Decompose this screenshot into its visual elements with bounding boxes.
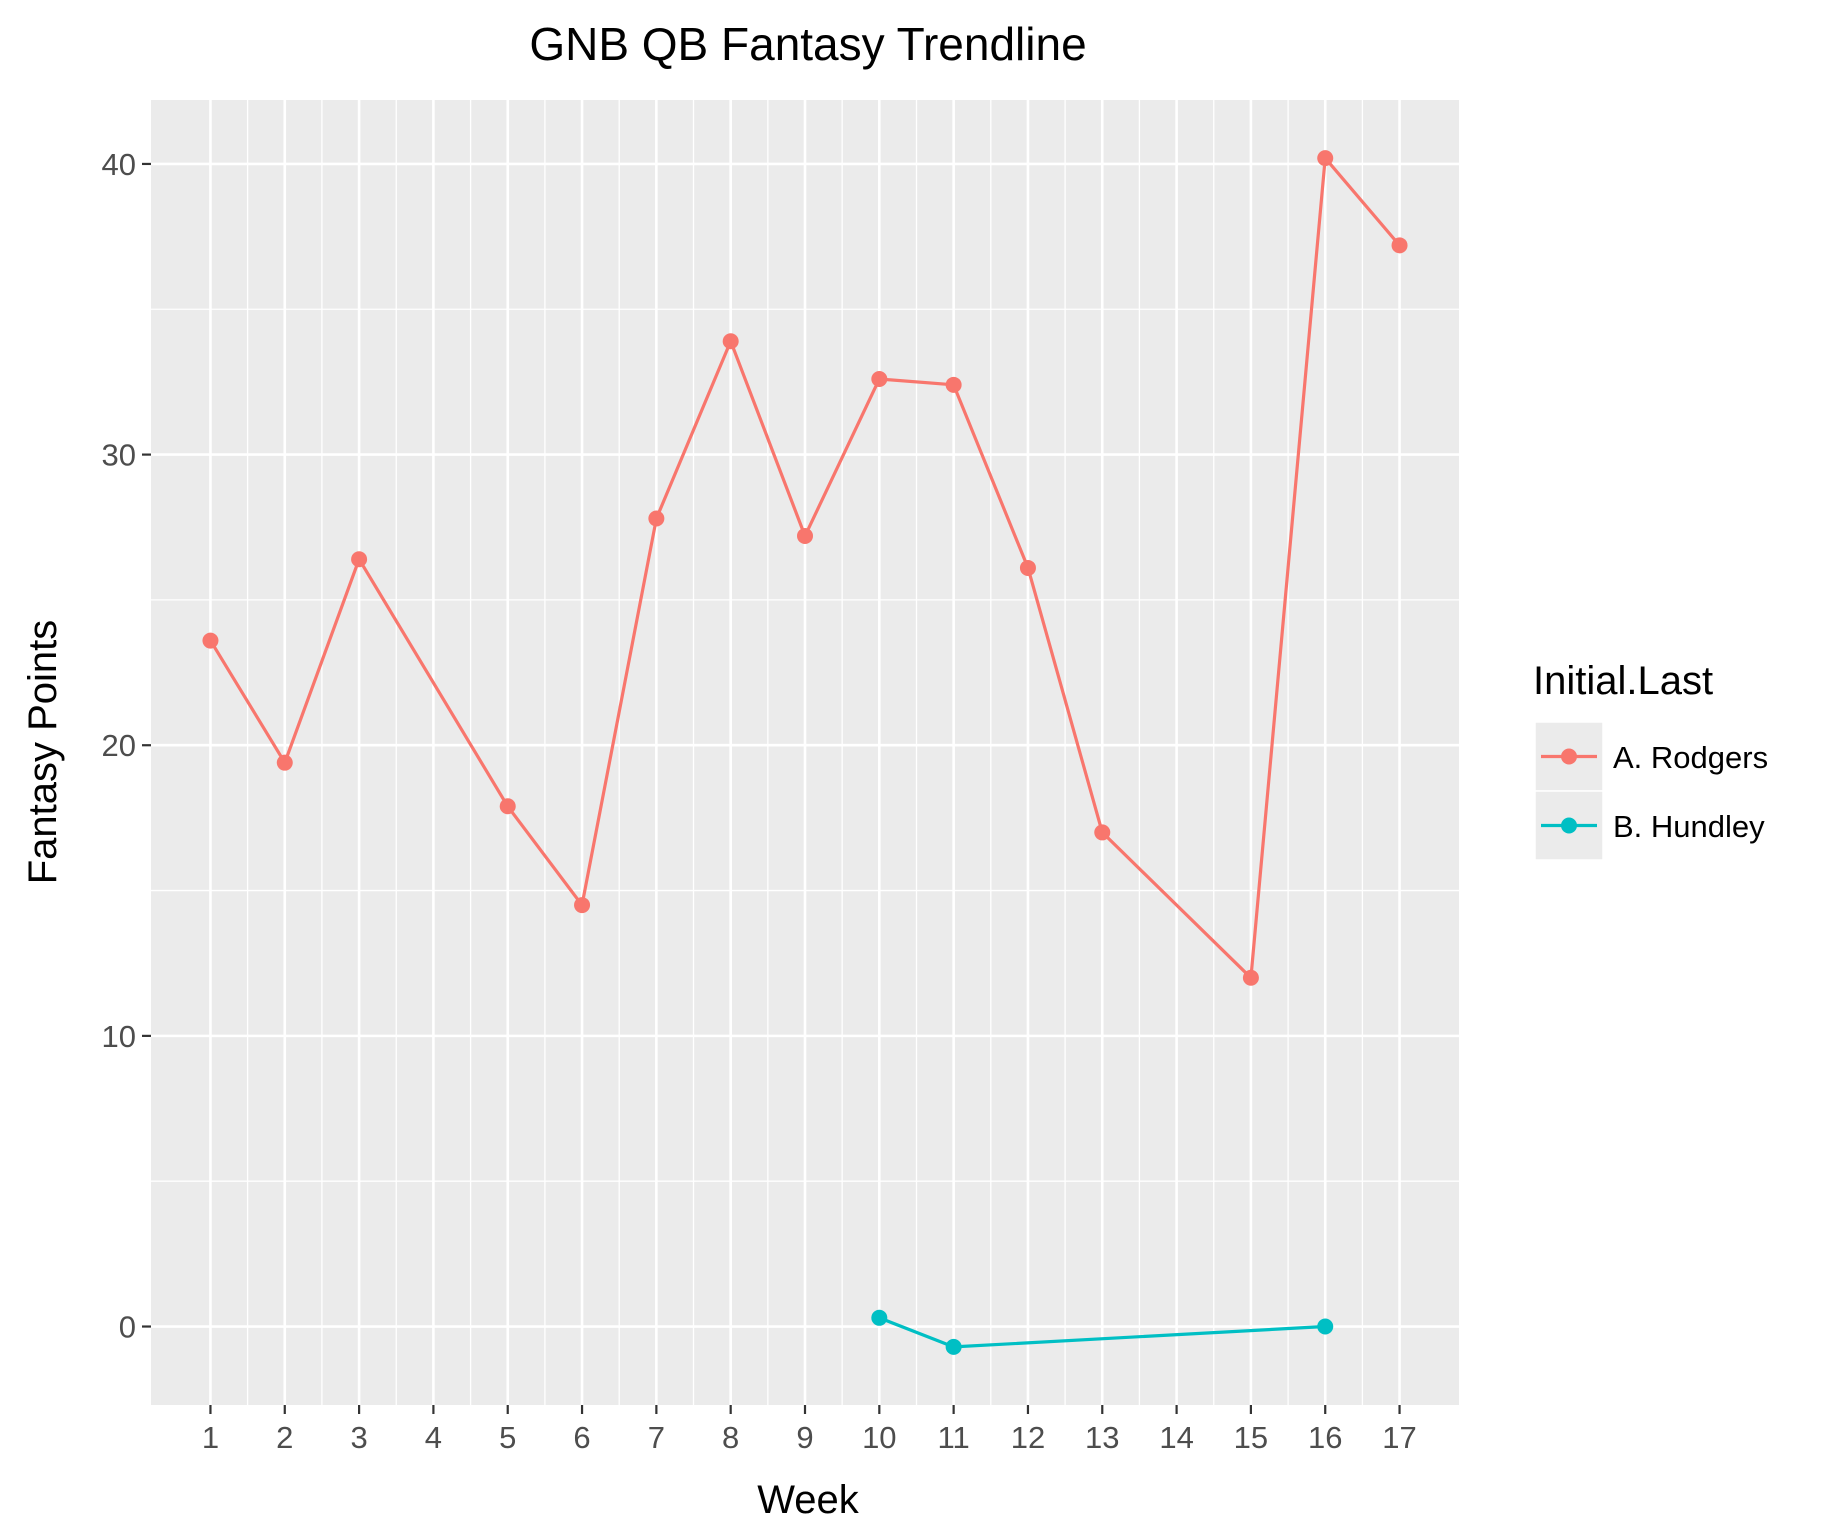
legend-label: A. Rodgers [1613,740,1768,775]
x-tick-label: 7 [648,1420,665,1455]
series-1-point [499,798,516,815]
series-1-point [945,376,962,393]
series-2-point [1317,1318,1334,1335]
y-axis: 0 10 20 30 40 [102,147,151,1345]
legend-label: B. Hundley [1613,809,1765,844]
series-1-point [574,897,591,914]
x-tick-label: 2 [276,1420,293,1455]
series-1-point [1094,824,1111,841]
series-1-point [1317,150,1334,167]
series-1-point [276,754,293,771]
series-1-point [1391,237,1408,254]
x-tick-label: 12 [1011,1420,1045,1455]
y-tick-label: 10 [102,1019,136,1054]
x-tick-label: 11 [938,1420,970,1455]
x-tick-label: 6 [573,1420,590,1455]
y-tick-label: 40 [102,147,136,182]
x-axis: 1 2 3 4 5 6 7 8 9 10 11 12 13 14 15 16 17 [202,1405,1417,1455]
y-axis-title: Fantasy Points [21,620,65,885]
x-tick-label: 1 [202,1420,219,1455]
y-tick-label: 0 [119,1310,136,1345]
x-tick-label: 5 [499,1420,516,1455]
series-1-point [648,510,665,527]
x-tick-label: 4 [425,1420,442,1455]
series-1-point [202,632,219,649]
x-tick-label: 16 [1308,1420,1342,1455]
series-1-point [1019,559,1036,576]
y-tick-label: 30 [102,438,136,473]
series-1-point [797,527,813,544]
legend-title: Initial.Last [1533,659,1713,703]
x-tick-label: 3 [350,1420,367,1455]
legend-key-point [1561,748,1577,765]
x-tick-label: 10 [862,1420,896,1455]
x-tick-label: 9 [796,1420,813,1455]
series-2-point [871,1309,888,1326]
series-1-point [722,333,739,350]
series-1-point [871,371,888,388]
y-tick-label: 20 [102,728,136,763]
x-tick-label: 17 [1382,1420,1416,1455]
x-tick-label: 8 [722,1420,739,1455]
series-layer [202,150,1408,1355]
x-tick-label: 13 [1085,1420,1119,1455]
legend-key-point [1561,817,1577,834]
legend: Initial.Last A. Rodgers B. Hundley [1533,659,1768,861]
series-1-point [1242,969,1259,986]
x-axis-title: Week [757,1478,860,1522]
series-2-point [945,1338,962,1355]
x-tick-label: 14 [1159,1420,1193,1455]
chart-title: GNB QB Fantasy Trendline [529,18,1086,70]
series-1-point [351,551,368,568]
gridlines [151,100,1459,1405]
x-tick-label: 15 [1234,1420,1268,1455]
